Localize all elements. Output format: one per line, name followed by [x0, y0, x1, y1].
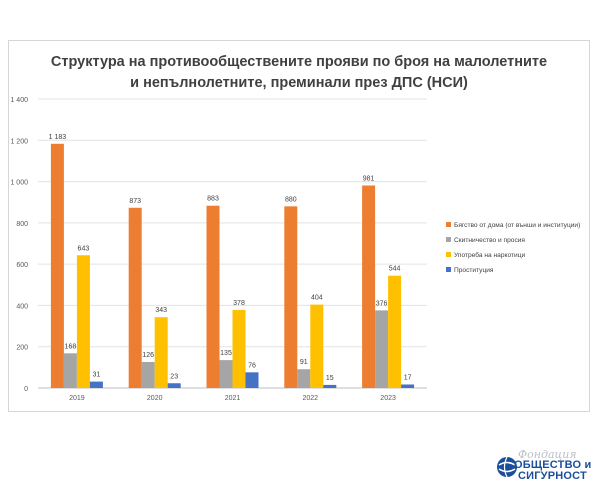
data-label: 404	[311, 295, 323, 302]
data-label: 873	[129, 198, 141, 205]
data-label: 981	[363, 175, 375, 182]
legend-label: Скитничество и просия	[454, 237, 525, 244]
y-tick-label: 0	[24, 386, 28, 393]
chart-frame	[8, 40, 590, 412]
legend-swatch	[446, 267, 451, 272]
legend-swatch	[446, 252, 451, 257]
y-tick-label: 400	[16, 303, 28, 310]
legend-label: Бягство от дома (от външи и институции)	[454, 222, 580, 229]
y-tick-label: 800	[16, 221, 28, 228]
y-tick-label: 1 200	[10, 138, 28, 145]
bar	[401, 384, 415, 388]
bar	[89, 381, 103, 388]
foundation-logo: Фондация ОБЩЕСТВО и СИГУРНОСТ	[496, 448, 592, 484]
bar	[141, 361, 155, 388]
bar	[375, 310, 389, 388]
bar	[50, 143, 64, 388]
data-label: 880	[285, 196, 297, 203]
globe-icon	[497, 456, 517, 478]
bar	[245, 372, 259, 388]
legend-label: Употреба на наркотици	[454, 251, 525, 259]
chart-title: Структура на противообществените прояви …	[0, 52, 598, 94]
data-label: 76	[248, 362, 256, 369]
bar	[76, 255, 90, 388]
bar	[167, 383, 181, 388]
bar	[297, 369, 311, 388]
bar	[128, 207, 142, 388]
y-tick-label: 600	[16, 262, 28, 269]
bar	[154, 317, 168, 388]
data-label: 1 183	[49, 134, 67, 141]
bar	[362, 185, 376, 388]
data-label: 15	[326, 375, 334, 382]
data-label: 168	[65, 343, 77, 350]
data-label: 643	[78, 245, 90, 252]
data-label: 378	[233, 300, 245, 307]
logo-line-1: ОБЩЕСТВО и	[514, 459, 592, 471]
y-tick-label: 1 000	[10, 180, 28, 187]
x-tick-label: 2022	[303, 395, 319, 402]
logo-script-text: Фондация	[518, 448, 577, 461]
y-tick-label: 200	[16, 345, 28, 352]
bar	[232, 309, 246, 388]
data-label: 23	[170, 373, 178, 380]
x-tick-label: 2020	[147, 395, 163, 402]
bar	[284, 206, 298, 388]
data-label: 883	[207, 196, 219, 203]
legend-swatch	[446, 237, 451, 242]
y-tick-label: 1 400	[10, 97, 28, 104]
bar	[310, 304, 324, 388]
bar	[63, 353, 77, 388]
legend-swatch	[446, 222, 451, 227]
bar	[388, 275, 402, 388]
data-label: 31	[93, 372, 101, 379]
bar	[323, 384, 337, 388]
x-tick-label: 2021	[225, 395, 241, 402]
bar	[206, 205, 220, 388]
data-label: 126	[142, 352, 154, 359]
bar	[219, 360, 233, 388]
x-tick-label: 2019	[69, 395, 85, 402]
logo-line-2: СИГУРНОСТ	[518, 470, 587, 482]
data-label: 135	[220, 350, 232, 357]
data-label: 17	[404, 374, 412, 381]
data-label: 343	[155, 307, 167, 314]
chart-title-line-1: Структура на противообществените прояви …	[50, 54, 548, 70]
x-tick-label: 2023	[380, 395, 396, 402]
chart-title-line-2: и непълнолетните, преминали през ДПС (НС…	[130, 75, 468, 91]
data-label: 544	[389, 266, 401, 273]
data-label: 376	[376, 300, 388, 307]
legend-label: Проституция	[454, 267, 494, 274]
data-label: 91	[300, 359, 308, 366]
